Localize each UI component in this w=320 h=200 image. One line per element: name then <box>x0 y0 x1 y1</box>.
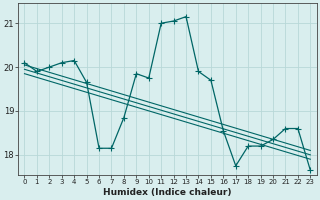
X-axis label: Humidex (Indice chaleur): Humidex (Indice chaleur) <box>103 188 232 197</box>
